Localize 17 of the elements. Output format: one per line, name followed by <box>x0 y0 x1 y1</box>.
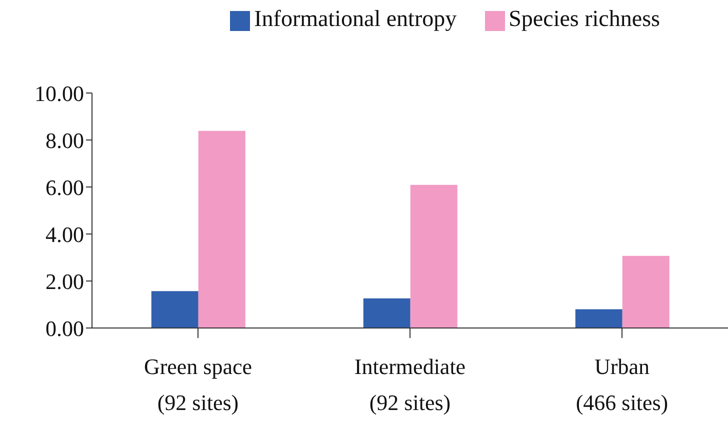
y-tick-label: 0.00 <box>46 316 84 341</box>
legend-label: Informational entropy <box>254 6 457 31</box>
y-tick-label: 2.00 <box>46 268 84 294</box>
bar <box>151 291 198 328</box>
bar <box>575 309 622 328</box>
x-tick-label: Intermediate (92 sites) <box>354 354 466 415</box>
y-tick-label: 8.00 <box>46 128 84 153</box>
x-tick-label: Green space (92 sites) <box>144 354 252 415</box>
bar <box>410 184 458 328</box>
x-tick-label: Urban (466 sites) <box>576 354 668 415</box>
bar <box>363 298 410 328</box>
bar <box>622 256 670 328</box>
y-tick-label: 4.00 <box>46 222 84 247</box>
legend-label: Species richness <box>508 6 660 31</box>
bar <box>198 130 246 328</box>
y-tick-label: 6.00 <box>46 174 84 200</box>
y-tick-label: 10.00 <box>34 80 84 106</box>
